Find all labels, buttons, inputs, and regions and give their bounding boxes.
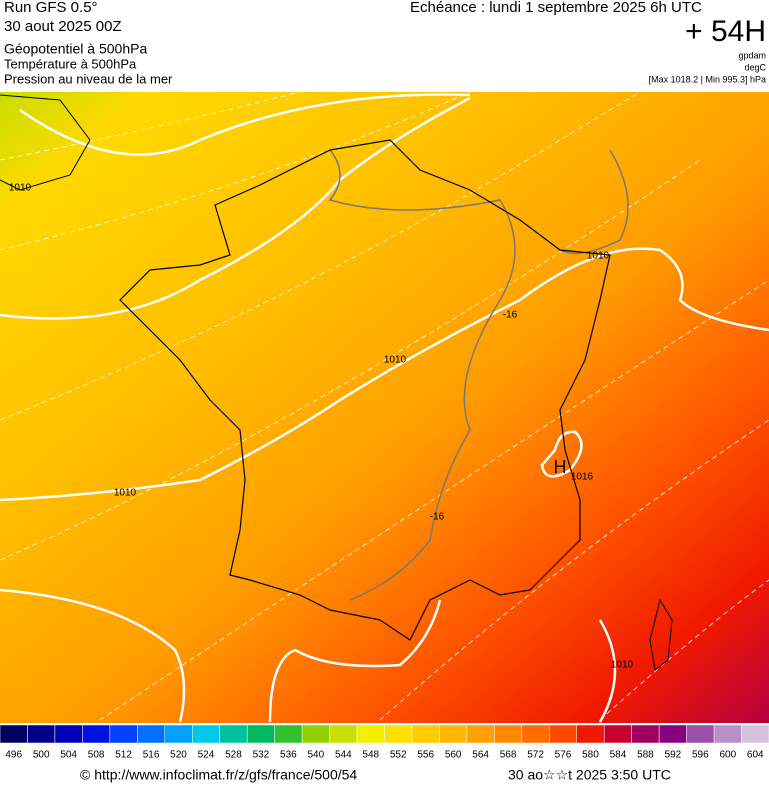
- scale-swatch: [549, 724, 577, 744]
- scale-label: 504: [60, 750, 77, 761]
- scale-swatch: [219, 724, 248, 744]
- scale-label: 560: [445, 750, 462, 761]
- scale-label: 540: [307, 750, 324, 761]
- lead-time: + 54H: [685, 15, 766, 48]
- scale-label: 592: [665, 750, 682, 761]
- run-date: 30 aout 2025 00Z: [4, 18, 122, 35]
- scale-swatch: [246, 724, 275, 744]
- scale-label: 548: [362, 750, 379, 761]
- layer3: Pression au niveau de la mer: [4, 71, 173, 86]
- scale-swatch: [603, 724, 632, 744]
- scale-label: 512: [115, 750, 132, 761]
- scale-label: 556: [417, 750, 434, 761]
- scale-swatch: [411, 724, 440, 744]
- scale-label: 572: [527, 750, 544, 761]
- scale-swatch: [741, 724, 769, 744]
- scale-label: 544: [335, 750, 352, 761]
- scale-swatch: [329, 724, 358, 744]
- scale-label: 552: [390, 750, 407, 761]
- scale-swatch: [109, 724, 138, 744]
- scale-label: 496: [5, 750, 22, 761]
- scale-swatch: [658, 724, 687, 744]
- scale-swatch: [713, 724, 742, 744]
- scale-label: 532: [253, 750, 270, 761]
- unit-gpdam: gpdam: [738, 50, 766, 60]
- scale-label: 584: [610, 750, 627, 761]
- scale-label: 600: [719, 750, 736, 761]
- scale-swatch: [631, 724, 660, 744]
- scale-label: 508: [88, 750, 105, 761]
- echeance: Echéance : lundi 1 septembre 2025 6h UTC: [410, 0, 702, 16]
- map-field: [0, 92, 769, 723]
- run: Run GFS 0.5°: [4, 0, 98, 16]
- layer1: Géopotentiel à 500hPa: [4, 41, 147, 57]
- scale-label: 564: [472, 750, 489, 761]
- scale-label: 576: [555, 750, 572, 761]
- contour-label: H: [554, 457, 567, 477]
- scale-swatch: [521, 724, 550, 744]
- scale-swatch: [164, 724, 193, 744]
- scale-swatch: [27, 724, 56, 744]
- scale-swatch: [356, 724, 385, 744]
- scale-swatch: [576, 724, 605, 744]
- pressure-range: [Max 1018.2 | Min 995.3] hPa: [649, 74, 766, 84]
- isotherms: [0, 91, 769, 721]
- scale-label: 520: [170, 750, 187, 761]
- scale-swatch: [384, 724, 413, 744]
- scale-label: 580: [582, 750, 599, 761]
- scale-label: 604: [747, 750, 764, 761]
- scale-label: 500: [33, 750, 50, 761]
- unit-degc: degC: [744, 62, 766, 72]
- england-coast: [0, 94, 91, 191]
- scale-swatch: [274, 724, 303, 744]
- contour-label: -16: [503, 310, 518, 321]
- scale-label: 596: [692, 750, 709, 761]
- scale-swatch: [466, 724, 495, 744]
- scale-label: 528: [225, 750, 242, 761]
- contour-label: 1010: [9, 183, 32, 194]
- timestamp: 30 ao☆☆t 2025 3:50 UTC: [508, 767, 671, 783]
- temp-16-contour: [328, 149, 629, 601]
- scale-label: 516: [143, 750, 160, 761]
- contour-label: 1016: [571, 472, 594, 483]
- contour-label: 1010: [384, 355, 407, 366]
- scale-swatch: [301, 724, 330, 744]
- source-url: © http://www.infoclimat.fr/z/gfs/france/…: [80, 767, 357, 783]
- scale-label: 588: [637, 750, 654, 761]
- scale-swatch: [0, 724, 28, 744]
- scale-swatch: [192, 724, 220, 744]
- scale-swatch: [82, 724, 111, 744]
- corsica: [649, 598, 673, 671]
- scale-swatch: [439, 724, 468, 744]
- scale-swatch: [137, 724, 166, 744]
- scale-label: 524: [198, 750, 215, 761]
- contour-label: -16: [430, 512, 445, 523]
- layer2: Température à 500hPa: [4, 56, 137, 71]
- scale-swatch: [54, 724, 83, 744]
- france-outline: [119, 139, 611, 641]
- scale-label: 536: [280, 750, 297, 761]
- contour-label: 1010: [611, 660, 634, 671]
- scale-label: 568: [500, 750, 517, 761]
- contour-label: 1010: [587, 251, 610, 262]
- scale-swatch: [494, 724, 523, 744]
- scale-swatch: [686, 724, 715, 744]
- contour-label: 1010: [114, 488, 137, 499]
